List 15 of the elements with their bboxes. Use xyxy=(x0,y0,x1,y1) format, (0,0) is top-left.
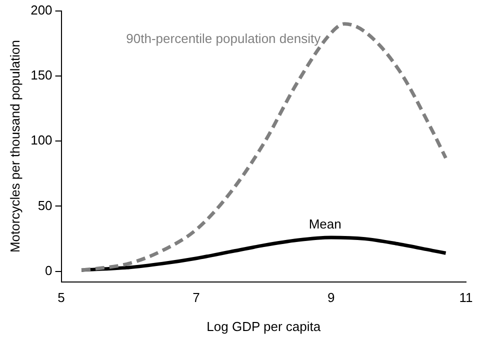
x-tick-label: 11 xyxy=(459,290,473,306)
series-label: 90th-percentile population density xyxy=(126,30,322,46)
y-tick-label: 100 xyxy=(30,132,52,148)
x-axis-title: Log GDP per capita xyxy=(206,318,322,334)
x-tick-label: 7 xyxy=(192,290,200,306)
series-label: Mean xyxy=(308,216,342,232)
y-tick-label: 0 xyxy=(45,262,52,278)
y-tick-label: 50 xyxy=(38,198,52,213)
y-tick-label: 200 xyxy=(30,2,52,18)
line-series xyxy=(80,22,448,272)
x-tick-label: 9 xyxy=(327,290,335,306)
y-axis-title: Motorcycles per thousand population xyxy=(7,40,22,253)
x-tick-label: 5 xyxy=(58,290,65,306)
y-tick-label: 150 xyxy=(30,68,52,83)
line-series xyxy=(80,236,448,272)
